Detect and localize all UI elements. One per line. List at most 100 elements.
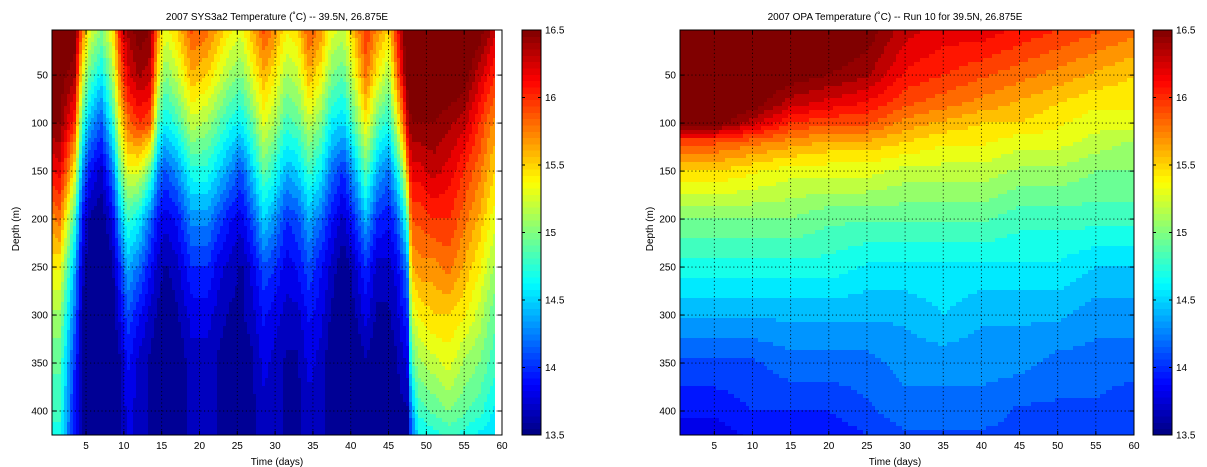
heatmap-cell bbox=[172, 130, 176, 135]
heatmap-cell bbox=[184, 94, 188, 99]
heatmap-cell bbox=[193, 166, 197, 171]
heatmap-cell bbox=[184, 362, 188, 367]
heatmap-cell bbox=[67, 82, 71, 87]
heatmap-cell bbox=[61, 294, 65, 299]
heatmap-cell bbox=[139, 354, 143, 359]
heatmap-cell bbox=[196, 142, 200, 147]
heatmap-cell bbox=[103, 314, 107, 319]
heatmap-cell bbox=[61, 270, 65, 275]
heatmap-cell bbox=[94, 330, 98, 335]
heatmap-cell bbox=[127, 158, 131, 163]
heatmap-cell bbox=[193, 70, 197, 75]
heatmap-cell bbox=[85, 110, 89, 115]
heatmap-cell bbox=[97, 354, 101, 359]
heatmap-cell bbox=[154, 186, 158, 191]
heatmap-cell bbox=[154, 50, 158, 55]
heatmap-cell bbox=[172, 210, 176, 215]
heatmap-cell bbox=[109, 202, 113, 207]
heatmap-cell bbox=[169, 226, 173, 231]
heatmap-cell bbox=[61, 262, 65, 267]
heatmap-cell bbox=[52, 366, 56, 371]
heatmap-cell bbox=[136, 366, 140, 371]
heatmap-cell bbox=[121, 230, 125, 235]
heatmap-cell bbox=[82, 262, 86, 267]
heatmap-cell bbox=[121, 106, 125, 111]
heatmap-cell bbox=[175, 238, 179, 243]
heatmap-cell bbox=[142, 170, 146, 175]
heatmap-cell bbox=[91, 314, 95, 319]
heatmap-cell bbox=[151, 298, 155, 303]
heatmap-cell bbox=[88, 258, 92, 263]
heatmap-cell bbox=[160, 122, 164, 127]
heatmap-cell bbox=[163, 410, 167, 415]
heatmap-cell bbox=[100, 98, 104, 103]
heatmap-cell bbox=[67, 290, 71, 295]
heatmap-cell bbox=[100, 142, 104, 147]
heatmap-cell bbox=[76, 94, 80, 99]
heatmap-cell bbox=[175, 38, 179, 43]
heatmap-cell bbox=[142, 302, 146, 307]
heatmap-cell bbox=[187, 274, 191, 279]
heatmap-cell bbox=[190, 254, 194, 259]
heatmap-cell bbox=[181, 306, 185, 311]
heatmap-cell bbox=[79, 342, 83, 347]
heatmap-cell bbox=[76, 334, 80, 339]
heatmap-cell bbox=[67, 186, 71, 191]
heatmap-cell bbox=[169, 158, 173, 163]
heatmap-cell bbox=[166, 126, 170, 131]
heatmap-cell bbox=[115, 110, 119, 115]
heatmap-cell bbox=[124, 270, 128, 275]
heatmap-cell bbox=[133, 182, 137, 187]
heatmap-cell bbox=[163, 34, 167, 39]
heatmap-cell bbox=[172, 158, 176, 163]
heatmap-cell bbox=[127, 230, 131, 235]
heatmap-cell bbox=[160, 202, 164, 207]
heatmap-cell bbox=[190, 398, 194, 403]
heatmap-cell bbox=[88, 30, 92, 35]
heatmap-cell bbox=[169, 346, 173, 351]
heatmap-cell bbox=[52, 118, 56, 123]
heatmap-cell bbox=[127, 202, 131, 207]
heatmap-cell bbox=[175, 350, 179, 355]
heatmap-cell bbox=[106, 90, 110, 95]
heatmap-cell bbox=[187, 178, 191, 183]
heatmap-cell bbox=[76, 366, 80, 371]
heatmap-cell bbox=[142, 406, 146, 411]
heatmap-cell bbox=[142, 314, 146, 319]
heatmap-cell bbox=[118, 334, 122, 339]
heatmap-cell bbox=[178, 286, 182, 291]
heatmap-cell bbox=[88, 42, 92, 47]
heatmap-cell bbox=[148, 234, 152, 239]
heatmap-cell bbox=[187, 174, 191, 179]
heatmap-cell bbox=[64, 194, 68, 199]
heatmap-cell bbox=[55, 106, 59, 111]
heatmap-cell bbox=[70, 34, 74, 39]
heatmap-cell bbox=[106, 142, 110, 147]
heatmap-cell bbox=[91, 238, 95, 243]
heatmap-cell bbox=[136, 374, 140, 379]
heatmap-cell bbox=[115, 322, 119, 327]
heatmap-cell bbox=[124, 122, 128, 127]
heatmap-cell bbox=[142, 334, 146, 339]
heatmap-cell bbox=[106, 82, 110, 87]
heatmap-cell bbox=[61, 82, 65, 87]
heatmap-cell bbox=[169, 114, 173, 119]
heatmap-cell bbox=[91, 358, 95, 363]
heatmap-cell bbox=[100, 58, 104, 63]
heatmap-cell bbox=[121, 414, 125, 419]
heatmap-cell bbox=[145, 398, 149, 403]
heatmap-cell bbox=[115, 398, 119, 403]
heatmap-cell bbox=[178, 322, 182, 327]
heatmap-cell bbox=[172, 222, 176, 227]
heatmap-cell bbox=[178, 278, 182, 283]
heatmap-cell bbox=[169, 298, 173, 303]
heatmap-cell bbox=[163, 302, 167, 307]
heatmap-cell bbox=[136, 302, 140, 307]
heatmap-cell bbox=[145, 30, 149, 35]
heatmap-cell bbox=[136, 138, 140, 143]
heatmap-cell bbox=[151, 354, 155, 359]
heatmap-cell bbox=[157, 250, 161, 255]
heatmap-cell bbox=[70, 394, 74, 399]
heatmap-cell bbox=[100, 290, 104, 295]
heatmap-cell bbox=[52, 214, 56, 219]
